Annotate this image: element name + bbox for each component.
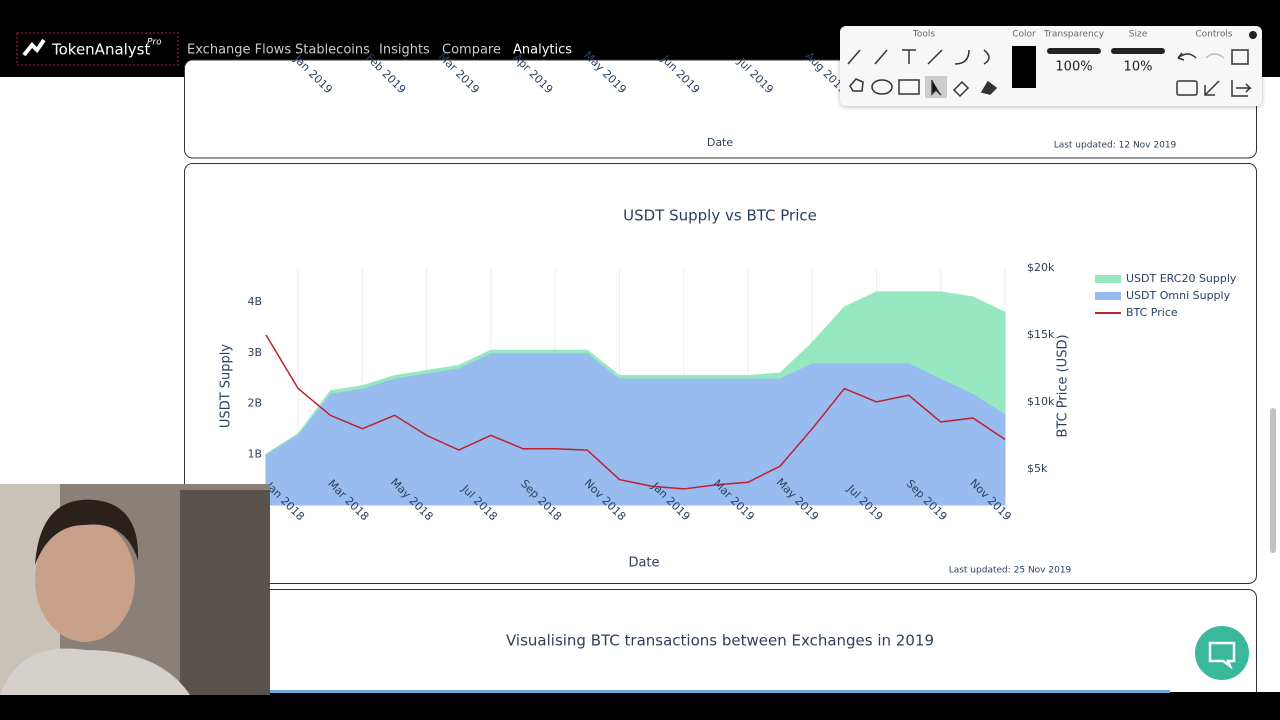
transparency-value: 100% — [1055, 60, 1092, 75]
legend-label[interactable]: USDT Omni Supply — [1126, 289, 1231, 302]
progress — [270, 690, 1170, 693]
brand[interactable]: TokenAnalyst — [51, 41, 150, 59]
brand-box[interactable] — [16, 32, 179, 66]
chat-button[interactable] — [1195, 626, 1249, 680]
undo[interactable] — [1177, 52, 1197, 61]
clear[interactable] — [1231, 49, 1249, 65]
webcam-face — [35, 518, 135, 642]
webcam-hair — [35, 499, 139, 565]
toolbar-section: Color — [1012, 30, 1036, 40]
next-card-title: Visualising BTC transactions between Exc… — [506, 632, 934, 650]
updated: Last updated: 25 Nov 2019 — [949, 566, 1072, 576]
color-swatch[interactable] — [1012, 46, 1036, 88]
y2-axis-label: BTC Price (USD) — [1056, 334, 1071, 437]
toolbar-section: Tools — [912, 30, 935, 40]
y2-tick-label: $10k — [1027, 395, 1055, 408]
pen-tool[interactable] — [874, 49, 888, 65]
eraser-tool[interactable] — [952, 80, 970, 98]
y-tick-label: 1B — [247, 447, 262, 460]
line-tool[interactable] — [927, 49, 943, 65]
y-tick-label: 3B — [247, 346, 262, 359]
nav-link[interactable]: Insights — [379, 43, 430, 58]
freeform-tool[interactable] — [983, 49, 990, 65]
legend-label[interactable]: BTC Price — [1126, 306, 1178, 319]
top-x-label: Date — [707, 136, 734, 149]
pencil-tool[interactable] — [847, 49, 861, 65]
size-slider[interactable] — [1111, 48, 1165, 54]
scrollbar-thumb[interactable] — [1270, 408, 1276, 553]
chart-card — [184, 163, 1257, 584]
webcam-shirt — [0, 648, 190, 695]
rect-tool[interactable] — [898, 79, 920, 95]
curve-tool[interactable] — [954, 49, 970, 65]
nav-link[interactable]: Stablecoins — [295, 43, 370, 58]
text-tool[interactable] — [902, 49, 916, 64]
toolbar-section: Transparency — [1043, 30, 1105, 40]
ellipse-tool[interactable] — [871, 79, 893, 95]
chat-icon — [1208, 641, 1236, 670]
y-tick-label: 2B — [247, 397, 262, 410]
redo[interactable] — [1205, 53, 1225, 59]
legend-label[interactable]: USDT ERC20 Supply — [1126, 272, 1237, 285]
top-updated: Last updated: 12 Nov 2019 — [1054, 141, 1177, 151]
cursor-icon — [931, 80, 942, 96]
webcam-door — [180, 490, 270, 695]
bottom-bar — [0, 692, 1280, 720]
settings[interactable] — [1249, 31, 1257, 39]
legend-swatch — [1095, 275, 1121, 283]
nav-link[interactable]: Compare — [442, 43, 501, 58]
y2-tick-label: $20k — [1027, 261, 1055, 274]
legend-swatch — [1095, 292, 1121, 300]
nav-link[interactable]: Analytics — [513, 43, 572, 58]
y2-tick-label: $5k — [1027, 462, 1048, 475]
y-axis-label: USDT Supply — [219, 344, 234, 428]
y2-tick-label: $15k — [1027, 328, 1055, 341]
toolbar-section: Size — [1129, 30, 1148, 40]
exit[interactable] — [1231, 80, 1252, 97]
minimize[interactable] — [1204, 80, 1220, 96]
y-tick-label: 4B — [247, 295, 262, 308]
polygon-tool[interactable] — [849, 78, 864, 92]
size-value: 10% — [1124, 60, 1153, 75]
transparency-slider[interactable] — [1047, 48, 1101, 54]
x-axis-label: Date — [628, 556, 659, 571]
fill-tool[interactable] — [980, 80, 998, 95]
nav-link[interactable]: Exchange Flows — [187, 43, 291, 58]
area — [265, 291, 1006, 455]
chart-title: USDT Supply vs BTC Price — [623, 207, 817, 225]
line — [265, 334, 1006, 490]
brand-badge: Pro — [147, 38, 162, 48]
brand-logo — [22, 38, 46, 57]
toolbar-section: Controls — [1195, 30, 1233, 40]
screenshot[interactable] — [1176, 80, 1198, 96]
